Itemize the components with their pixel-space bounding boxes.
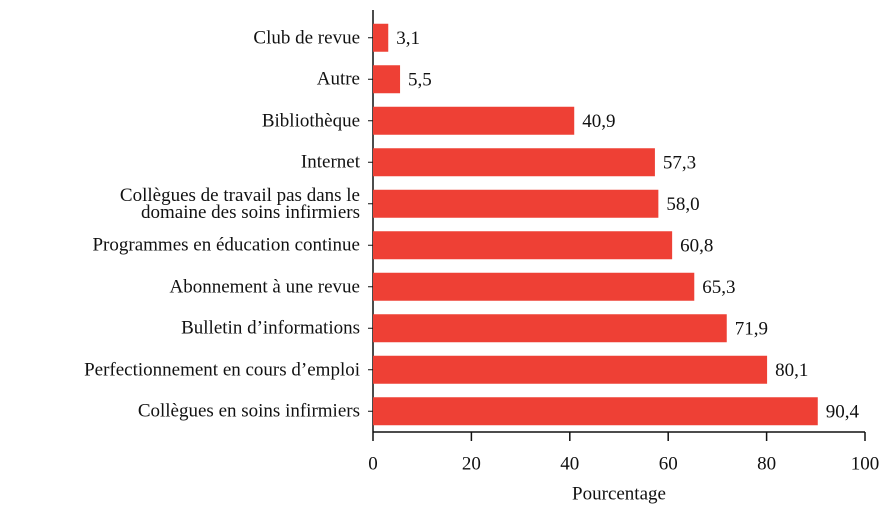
value-label: 65,3 — [702, 277, 735, 298]
x-axis-label: Pourcentage — [572, 483, 666, 504]
category-label: Internet — [300, 151, 360, 173]
bar — [373, 231, 673, 260]
category-label: Abonnement à une revue — [169, 276, 360, 298]
value-label: 5,5 — [408, 70, 432, 91]
bar — [373, 272, 695, 301]
category-label: Bulletin d’informations — [181, 317, 360, 339]
value-label: 40,9 — [582, 111, 615, 132]
bar — [373, 148, 655, 177]
bar — [373, 106, 575, 135]
bar — [373, 397, 818, 426]
category-label: Collègues en soins infirmiers — [137, 400, 360, 422]
x-tick-label: 0 — [368, 453, 378, 474]
bar — [373, 65, 401, 94]
bar — [373, 23, 389, 52]
value-label: 60,8 — [680, 236, 713, 257]
value-label: 57,3 — [663, 153, 696, 174]
category-label: Perfectionnement en cours d’emploi — [84, 359, 360, 381]
value-label: 3,1 — [396, 28, 420, 49]
value-label: 71,9 — [735, 319, 768, 340]
value-label: 90,4 — [826, 402, 860, 423]
bar — [373, 314, 727, 343]
category-label: Club de revue — [253, 27, 360, 49]
bar — [373, 355, 768, 384]
x-tick-label: 80 — [757, 453, 776, 474]
x-tick-label: 20 — [462, 453, 481, 474]
category-label: Autre — [316, 68, 360, 90]
category-label: Bibliothèque — [261, 110, 360, 132]
x-tick-label: 40 — [560, 453, 579, 474]
x-tick-label: 100 — [851, 453, 880, 474]
value-label: 80,1 — [775, 360, 808, 381]
bar — [373, 189, 659, 218]
x-tick-label: 60 — [659, 453, 678, 474]
category-label: Collègues de travail pas dans le domaine… — [119, 184, 360, 223]
value-label: 58,0 — [666, 194, 699, 215]
category-label: Programmes en éducation continue — [92, 234, 360, 256]
